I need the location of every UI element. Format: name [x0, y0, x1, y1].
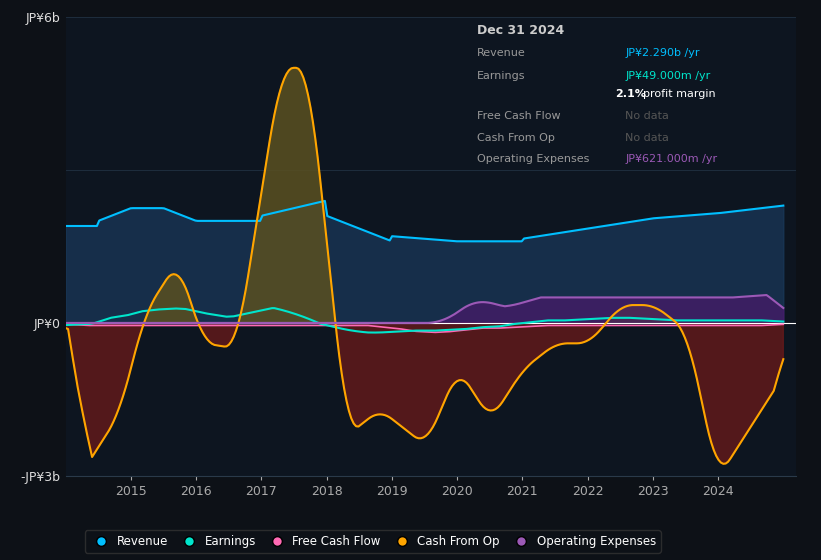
Text: No data: No data: [626, 111, 669, 122]
Text: Cash From Op: Cash From Op: [477, 133, 555, 143]
Text: profit margin: profit margin: [643, 88, 715, 99]
Text: No data: No data: [626, 133, 669, 143]
Text: Free Cash Flow: Free Cash Flow: [477, 111, 561, 122]
Text: Revenue: Revenue: [477, 48, 525, 58]
Text: JP¥2.290b /yr: JP¥2.290b /yr: [626, 48, 699, 58]
Text: 2.1%: 2.1%: [615, 88, 646, 99]
Legend: Revenue, Earnings, Free Cash Flow, Cash From Op, Operating Expenses: Revenue, Earnings, Free Cash Flow, Cash …: [85, 530, 661, 553]
Text: Earnings: Earnings: [477, 71, 525, 81]
Text: JP¥49.000m /yr: JP¥49.000m /yr: [626, 71, 710, 81]
Text: Dec 31 2024: Dec 31 2024: [477, 24, 564, 37]
Text: Operating Expenses: Operating Expenses: [477, 154, 589, 164]
Text: JP¥621.000m /yr: JP¥621.000m /yr: [626, 154, 718, 164]
